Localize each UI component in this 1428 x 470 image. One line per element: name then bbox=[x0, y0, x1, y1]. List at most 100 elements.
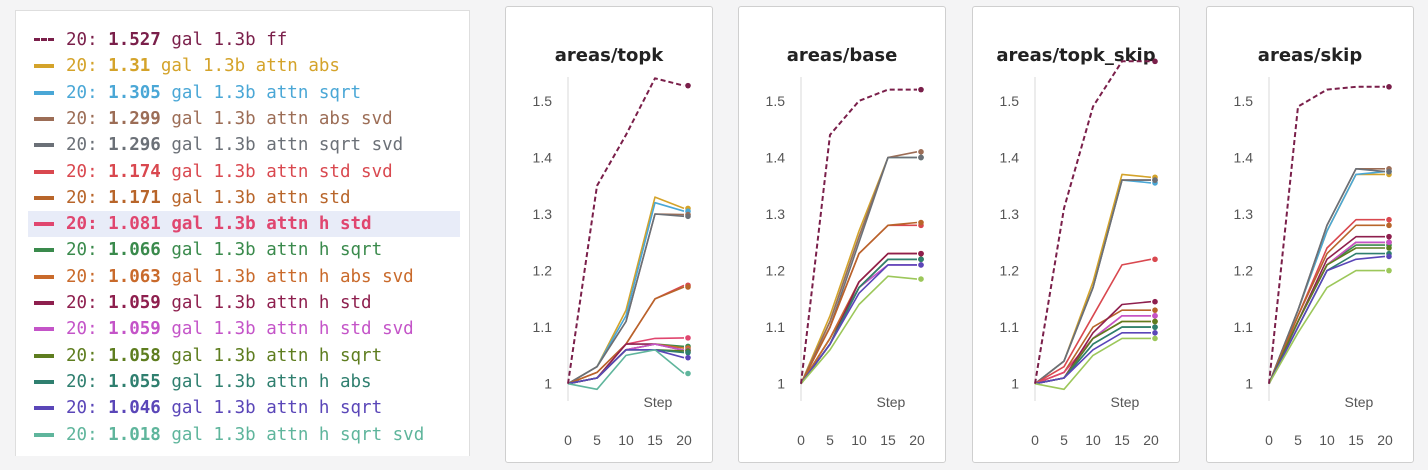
legend-item[interactable]: 20: 1.081 gal 1.3b attn h std bbox=[28, 211, 460, 238]
legend-item[interactable]: 20: 1.066 gal 1.3b attn h sqrt bbox=[28, 237, 460, 263]
legend-label: gal 1.3b attn h sqrt bbox=[171, 240, 383, 261]
series-line bbox=[800, 151, 918, 385]
legend-item[interactable]: 20: 1.527 gal 1.3b ff bbox=[28, 27, 460, 53]
legend-swatch-icon bbox=[34, 248, 54, 253]
chart-panel-topk[interactable]: areas/topk 1 1.1 1.2 1.3 1.4 1.5 0 5 10 15 20 Step bbox=[505, 6, 713, 463]
legend-label: gal 1.3b attn h std bbox=[171, 293, 372, 313]
legend-prefix: 20: bbox=[66, 293, 98, 313]
chart-panel-skip[interactable]: areas/skip 1 1.1 1.2 1.3 1.4 1.5 0 5 10 15 20 Step bbox=[1206, 6, 1414, 463]
legend-value: 1.174 bbox=[108, 161, 161, 182]
legend-value: 1.058 bbox=[108, 345, 161, 366]
legend-prefix: 20: bbox=[66, 319, 98, 340]
y-tick-label: 1.2 bbox=[1000, 263, 1020, 279]
legend-item[interactable]: 20: 1.059 gal 1.3b attn h std bbox=[28, 290, 460, 316]
legend-prefix: 20: bbox=[66, 56, 98, 77]
legend-item[interactable]: 20: 1.058 gal 1.3b attn h sqrt bbox=[28, 343, 460, 369]
legend-label: gal 1.3b attn h std bbox=[171, 214, 372, 235]
legend-panel: 20: 1.527 gal 1.3b ff 20: 1.31 gal 1.3b a… bbox=[15, 10, 470, 456]
legend-prefix: 20: bbox=[66, 108, 98, 129]
legend-item[interactable]: 20: 1.046 gal 1.3b attn h sqrt bbox=[28, 395, 460, 421]
x-tick-label: 15 bbox=[1114, 432, 1130, 448]
series-end-point bbox=[1152, 318, 1158, 325]
legend-value: 1.171 bbox=[108, 187, 161, 208]
series-line bbox=[1268, 241, 1385, 385]
legend-text: 20: 1.066 gal 1.3b attn h sqrt bbox=[66, 237, 382, 263]
series-end-point bbox=[685, 370, 691, 377]
legend-item[interactable]: 20: 1.018 gal 1.3b attn h sqrt svd bbox=[28, 422, 460, 448]
legend-swatch-icon bbox=[34, 116, 54, 121]
legend-value: 1.299 bbox=[108, 108, 161, 129]
legend-text: 20: 1.063 gal 1.3b attn h abs svd bbox=[66, 264, 414, 290]
legend-item[interactable]: 20: 1.171 gal 1.3b attn std bbox=[28, 185, 460, 211]
series-line bbox=[567, 284, 685, 385]
legend-swatch-icon bbox=[34, 195, 54, 200]
chart-panel-topk-skip[interactable]: areas/topk_skip 1 1.1 1.2 1.3 1.4 1.5 0 5 10 15 20 S… bbox=[972, 6, 1180, 463]
legend-text: 20: 1.305 gal 1.3b attn sqrt bbox=[66, 80, 361, 106]
legend-label: gal 1.3b attn h std svd bbox=[171, 319, 414, 340]
legend-value: 1.066 bbox=[108, 240, 161, 261]
y-tick-label: 1.2 bbox=[533, 263, 553, 279]
y-tick-label: 1.5 bbox=[1000, 93, 1020, 109]
chart-svg-topk: areas/topk 1 1.1 1.2 1.3 1.4 1.5 0 5 10 15 20 Step bbox=[533, 45, 692, 448]
x-axis-title: Step bbox=[643, 394, 672, 410]
legend-value: 1.31 bbox=[108, 56, 151, 77]
series-line bbox=[1034, 60, 1151, 384]
series-end-point bbox=[918, 256, 924, 263]
y-tick-label: 1 bbox=[777, 376, 785, 392]
x-tick-label: 15 bbox=[647, 432, 663, 448]
y-tick-label: 1.1 bbox=[766, 319, 786, 335]
x-tick-label: 10 bbox=[851, 432, 867, 448]
legend-item[interactable]: 20: 1.055 gal 1.3b attn h abs bbox=[28, 369, 460, 395]
legend-label: gal 1.3b ff bbox=[171, 30, 288, 50]
series-line bbox=[567, 213, 685, 385]
series-end-point bbox=[1152, 256, 1158, 263]
x-axis-title: Step bbox=[1110, 394, 1139, 410]
legend-item[interactable]: 20: 1.059 gal 1.3b attn h std svd bbox=[28, 316, 460, 342]
legend-item[interactable]: 20: 1.174 gal 1.3b attn std svd bbox=[28, 159, 460, 185]
legend-swatch-icon bbox=[34, 301, 54, 305]
x-tick-label: 10 bbox=[1085, 432, 1101, 448]
legend-swatch-icon bbox=[34, 327, 54, 332]
legend-item[interactable]: 20: 1.31 gal 1.3b attn abs bbox=[28, 53, 460, 79]
legend-prefix: 20: bbox=[66, 266, 98, 287]
legend-label: gal 1.3b attn h abs svd bbox=[171, 266, 414, 287]
series-end-point bbox=[685, 354, 691, 361]
legend-item[interactable]: 20: 1.296 gal 1.3b attn sqrt svd bbox=[28, 132, 460, 158]
x-tick-label: 10 bbox=[618, 432, 634, 448]
legend-item[interactable]: 20: 1.305 gal 1.3b attn sqrt bbox=[28, 80, 460, 106]
x-tick-label: 20 bbox=[1377, 432, 1393, 448]
series-end-point bbox=[1152, 298, 1158, 305]
chart-svg-skip: areas/skip 1 1.1 1.2 1.3 1.4 1.5 0 5 10 15 20 Step bbox=[1234, 45, 1393, 448]
legend-value: 1.046 bbox=[108, 398, 161, 419]
series-end-point bbox=[918, 154, 924, 161]
series-end-point bbox=[1386, 233, 1392, 240]
series-line bbox=[1268, 255, 1386, 385]
chart-panel-base[interactable]: areas/base 1 1.1 1.2 1.3 1.4 1.5 0 5 10 15 20 Step bbox=[738, 6, 946, 463]
legend-text: 20: 1.174 gal 1.3b attn std svd bbox=[66, 159, 393, 185]
legend-swatch-icon bbox=[34, 379, 54, 384]
legend-label: gal 1.3b attn h sqrt svd bbox=[171, 424, 425, 445]
x-tick-label: 0 bbox=[564, 432, 572, 448]
series-end-point bbox=[685, 213, 691, 220]
legend-text: 20: 1.055 gal 1.3b attn h abs bbox=[66, 369, 372, 395]
series-line bbox=[1034, 258, 1152, 385]
series-line bbox=[1268, 85, 1385, 384]
series-end-point bbox=[1152, 307, 1158, 313]
legend-value: 1.305 bbox=[108, 82, 161, 103]
legend-item[interactable]: 20: 1.063 gal 1.3b attn h abs svd bbox=[28, 264, 460, 290]
x-tick-label: 20 bbox=[1143, 432, 1159, 448]
legend-text: 20: 1.081 gal 1.3b attn h std bbox=[66, 211, 372, 237]
y-tick-label: 1.2 bbox=[1234, 263, 1254, 279]
series-end-point bbox=[1386, 253, 1392, 260]
legend-prefix: 20: bbox=[66, 30, 98, 50]
legend-swatch-icon bbox=[34, 222, 54, 227]
x-tick-label: 15 bbox=[880, 432, 896, 448]
y-tick-label: 1.1 bbox=[1000, 319, 1020, 335]
legend-item[interactable]: 20: 1.299 gal 1.3b attn abs svd bbox=[28, 106, 460, 132]
legend-label: gal 1.3b attn abs svd bbox=[171, 108, 393, 129]
x-tick-label: 15 bbox=[1348, 432, 1364, 448]
series-line bbox=[1268, 241, 1385, 385]
series-line bbox=[800, 264, 917, 385]
legend-prefix: 20: bbox=[66, 187, 98, 208]
series-end-point bbox=[685, 82, 691, 89]
